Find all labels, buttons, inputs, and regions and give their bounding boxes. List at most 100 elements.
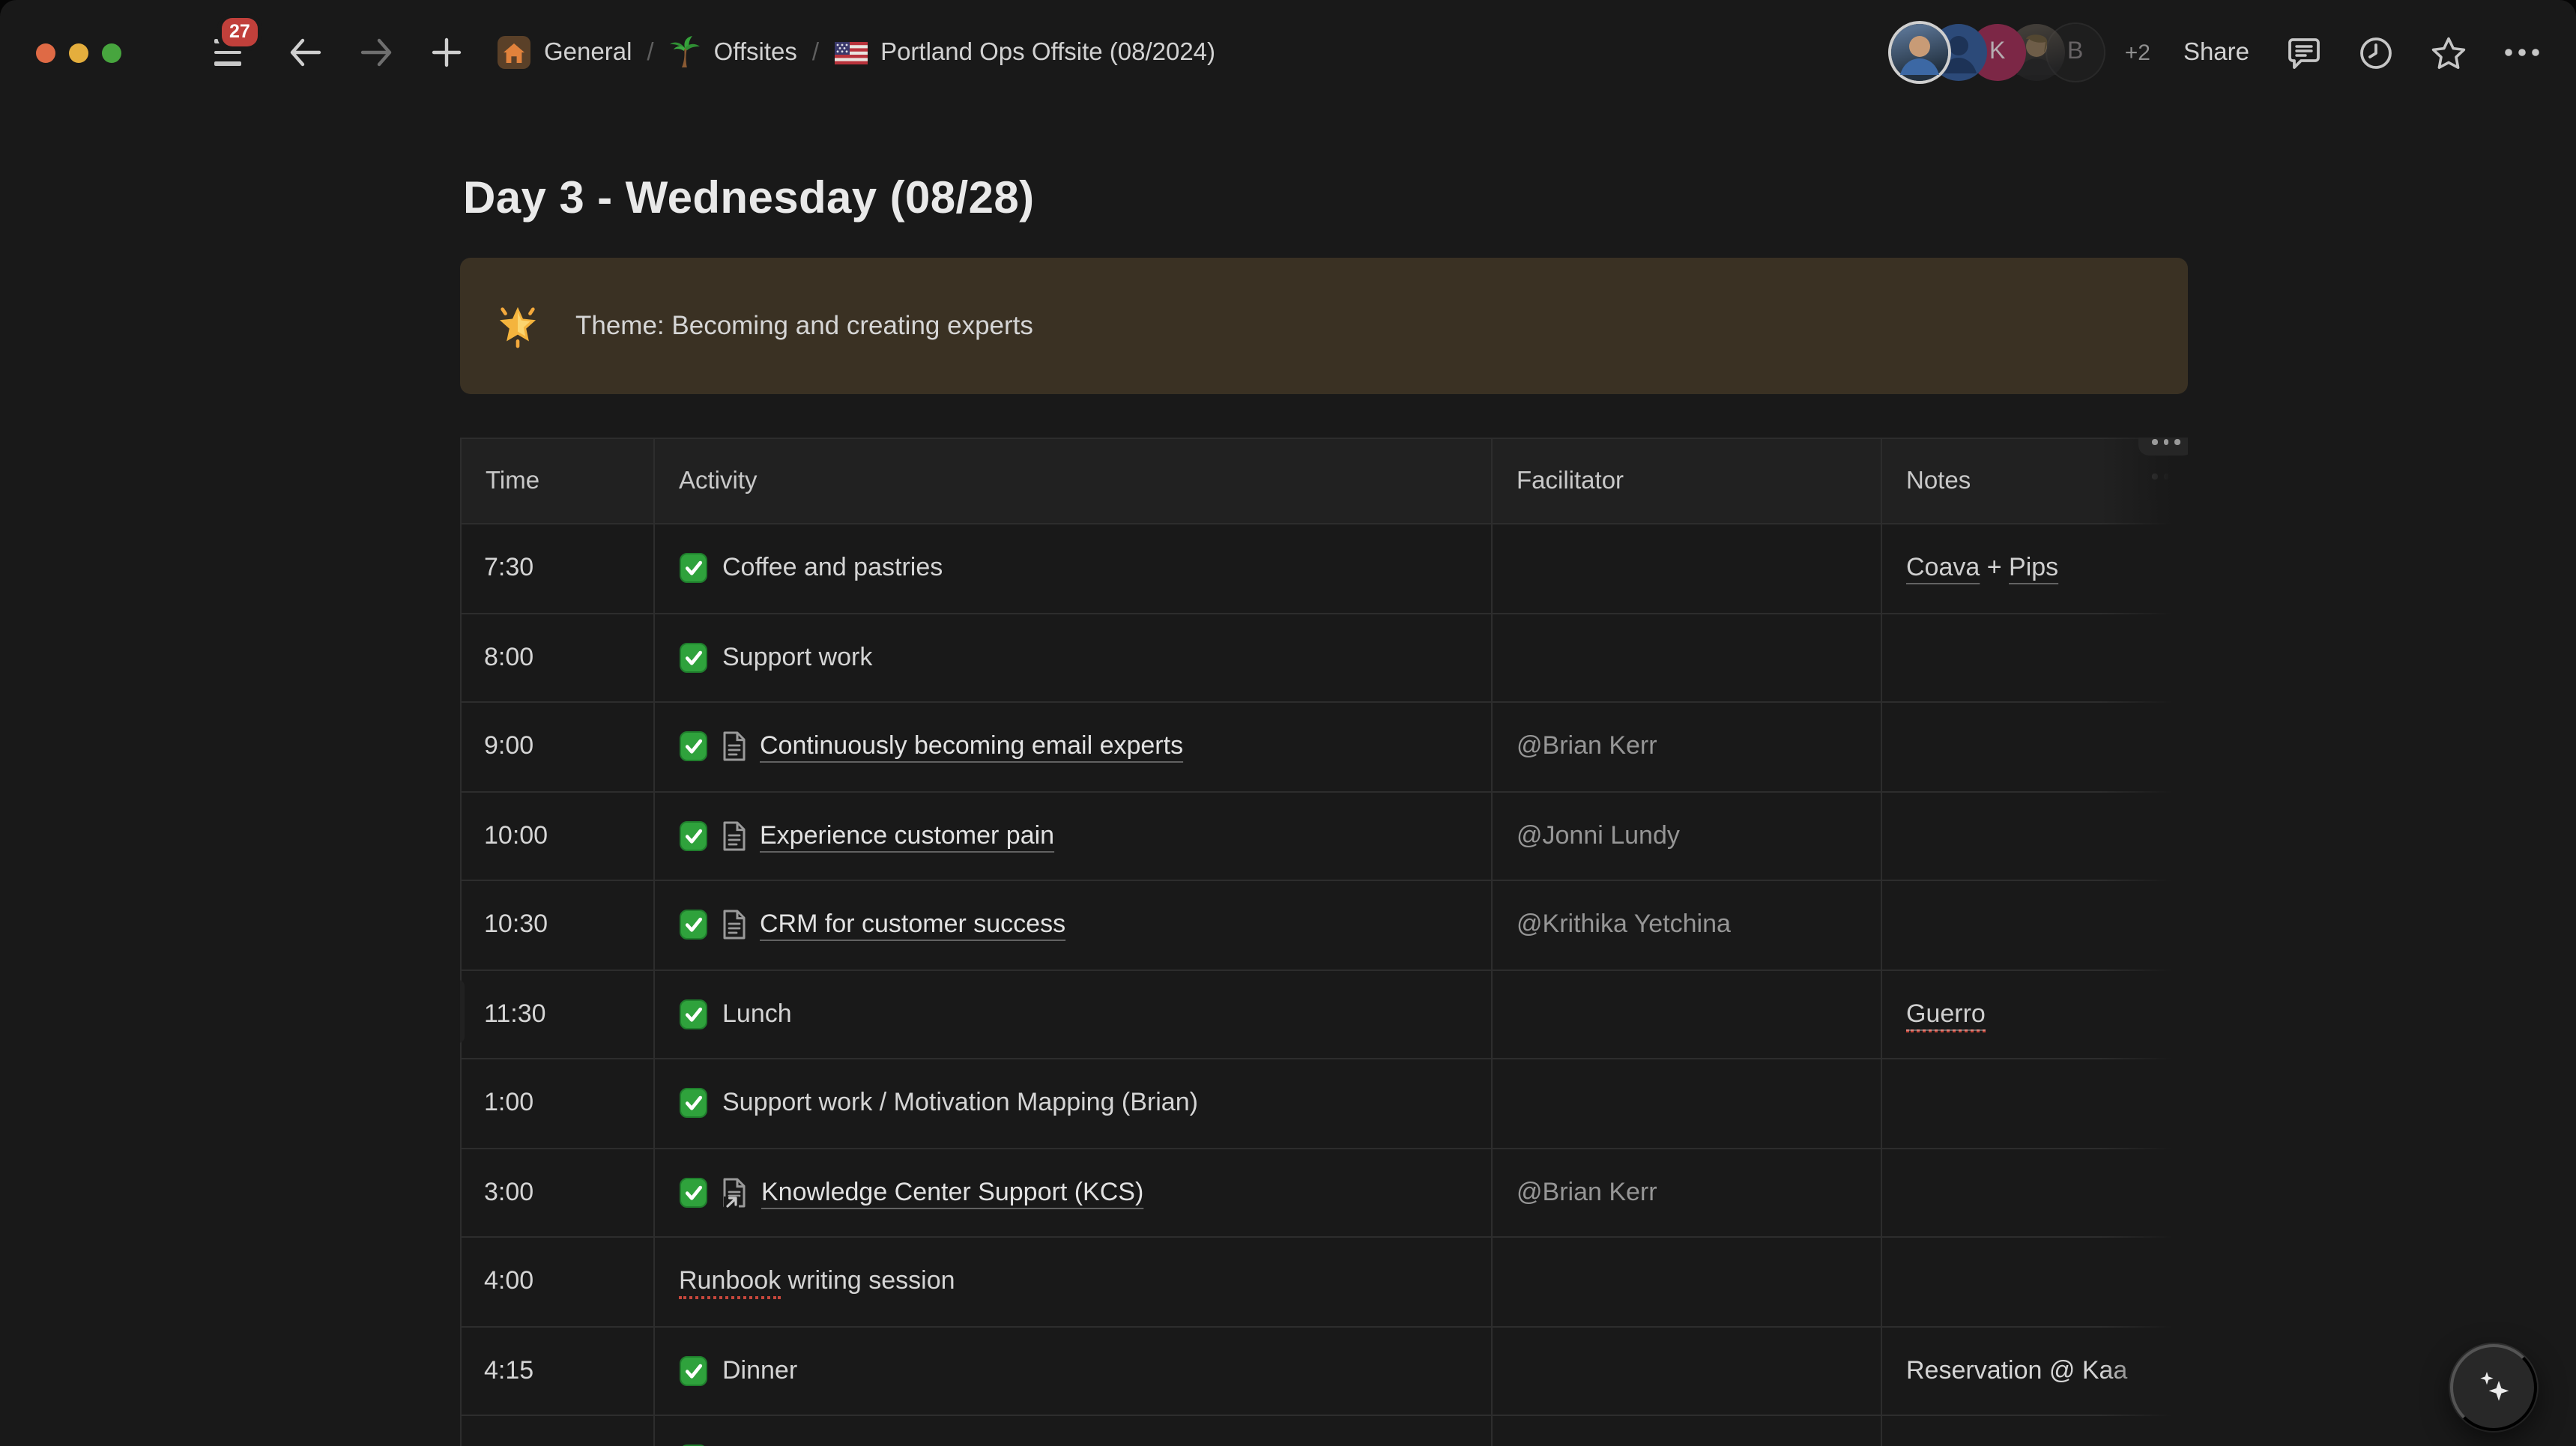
time-cell[interactable]: 1:00 xyxy=(461,1059,655,1149)
close-window-button[interactable] xyxy=(36,43,55,62)
person-mention[interactable]: @Brian Kerr xyxy=(1517,1177,1657,1206)
notes-link[interactable]: Coava xyxy=(1906,553,1980,582)
activity-cell[interactable]: Runbook writing session xyxy=(654,1237,1493,1327)
check-icon[interactable] xyxy=(679,999,709,1029)
notes-cell[interactable]: Reservation @ Kaa xyxy=(1881,1326,2188,1416)
home-icon xyxy=(498,36,530,69)
favorite-button[interactable] xyxy=(2431,35,2467,70)
check-icon[interactable] xyxy=(679,731,709,762)
facilitator-cell[interactable]: @Jonni Lundy xyxy=(1492,791,1882,881)
facilitator-cell[interactable] xyxy=(1492,1237,1882,1327)
facilitator-cell[interactable] xyxy=(1492,524,1882,614)
time-cell[interactable]: 4:15 xyxy=(461,1326,655,1416)
time-cell[interactable]: 7:00 xyxy=(461,1415,655,1446)
breadcrumb-separator: / xyxy=(647,38,654,65)
time-cell[interactable]: 7:30 xyxy=(461,524,655,614)
activity-cell[interactable]: Support work / Motivation Mapping (Brian… xyxy=(654,1059,1493,1149)
facilitator-cell[interactable] xyxy=(1492,969,1882,1059)
text-run: Coffee and pastries xyxy=(722,553,943,582)
person-mention[interactable]: @Jonni Lundy xyxy=(1517,820,1680,850)
viewer-avatars[interactable]: K B xyxy=(1890,24,2104,81)
time-cell[interactable]: 10:00 xyxy=(461,791,655,881)
breadcrumb-item-general[interactable]: General xyxy=(498,36,632,69)
activity-cell[interactable]: Experience customer pain xyxy=(654,791,1493,881)
time-cell[interactable]: 9:00 xyxy=(461,702,655,792)
facilitator-cell[interactable]: @Brian Kerr xyxy=(1492,702,1882,792)
page-link[interactable]: CRM for customer success xyxy=(760,910,1066,939)
activity-cell[interactable]: Knowledge Center Support (KCS) xyxy=(654,1148,1493,1238)
share-button[interactable]: Share xyxy=(2183,38,2249,65)
time-cell[interactable]: 11:30 xyxy=(461,969,655,1059)
page-link[interactable]: Knowledge Center Support (KCS) xyxy=(761,1177,1144,1206)
check-icon[interactable] xyxy=(679,642,709,673)
notes-cell[interactable] xyxy=(1881,880,2188,970)
more-viewers-count[interactable]: +2 xyxy=(2124,40,2150,65)
column-header-activity[interactable]: Activity xyxy=(654,438,1493,524)
notes-cell[interactable] xyxy=(1881,1237,2188,1327)
column-header-facilitator[interactable]: Facilitator xyxy=(1492,438,1882,524)
check-icon[interactable] xyxy=(679,910,709,940)
check-icon[interactable] xyxy=(679,553,709,584)
breadcrumb-item-current-page[interactable]: Portland Ops Offsite (08/2024) xyxy=(834,38,1215,67)
star-icon xyxy=(2431,36,2466,68)
time-cell[interactable]: 3:00 xyxy=(461,1148,655,1238)
table-options-grip-icon[interactable] xyxy=(2138,438,2188,456)
facilitator-cell[interactable]: @Brian Kerr xyxy=(1492,1148,1882,1238)
activity-text: Knowledge Center Support (KCS) xyxy=(761,1178,1143,1208)
notes-cell[interactable] xyxy=(1881,1148,2188,1238)
notes-cell[interactable]: Guerro xyxy=(1881,969,2188,1059)
time-cell[interactable]: 10:30 xyxy=(461,880,655,970)
activity-cell[interactable]: Lunch xyxy=(654,969,1493,1059)
ai-assistant-button[interactable] xyxy=(2450,1344,2537,1431)
notes-cell[interactable]: Coava + Pips xyxy=(1881,524,2188,614)
text-run: Reservation @ Ca xyxy=(1906,1445,2114,1446)
activity-cell[interactable]: Continuously becoming email experts xyxy=(654,702,1493,792)
notes-cell[interactable] xyxy=(1881,1059,2188,1149)
page-history-button[interactable] xyxy=(2359,35,2393,70)
notes-cell[interactable] xyxy=(1881,791,2188,881)
activity-cell[interactable]: Dinner xyxy=(654,1326,1493,1416)
back-button[interactable] xyxy=(288,37,322,67)
minimize-window-button[interactable] xyxy=(69,43,88,62)
check-icon[interactable] xyxy=(679,820,709,851)
facilitator-cell[interactable] xyxy=(1492,1059,1882,1149)
time-cell[interactable]: 4:00 xyxy=(461,1237,655,1327)
person-mention[interactable]: @Krithika Yetchina xyxy=(1517,910,1731,939)
facilitator-cell[interactable] xyxy=(1492,613,1882,703)
notes-cell[interactable]: Reservation @ Ca xyxy=(1881,1415,2188,1446)
page-link[interactable]: Continuously becoming email experts xyxy=(760,731,1184,760)
time-cell[interactable]: 8:00 xyxy=(461,613,655,703)
notes-cell[interactable] xyxy=(1881,702,2188,792)
more-options-button[interactable] xyxy=(2504,48,2540,57)
notes-link[interactable]: Pips xyxy=(2009,553,2059,582)
forward-button[interactable] xyxy=(360,37,394,67)
notes-link[interactable]: Guerro xyxy=(1906,999,1986,1032)
notes-cell[interactable] xyxy=(1881,613,2188,703)
facilitator-cell[interactable] xyxy=(1492,1326,1882,1416)
text-run: + xyxy=(1980,553,2010,582)
page-link[interactable]: Experience customer pain xyxy=(760,820,1055,850)
person-mention[interactable]: @Brian Kerr xyxy=(1517,731,1657,760)
check-icon[interactable] xyxy=(679,1088,709,1119)
activity-cell[interactable]: CRM for customer success xyxy=(654,880,1493,970)
zoom-window-button[interactable] xyxy=(102,43,121,62)
row-drag-handle[interactable] xyxy=(460,980,465,1043)
activity-cell[interactable]: Support work xyxy=(654,613,1493,703)
activity-cell[interactable]: Coffee and pastries xyxy=(654,524,1493,614)
activity-cell[interactable]: Sauna and cold plunge xyxy=(654,1415,1493,1446)
check-icon[interactable] xyxy=(679,1177,709,1208)
new-page-button[interactable] xyxy=(432,37,462,67)
comments-button[interactable] xyxy=(2287,35,2321,70)
column-header-time[interactable]: Time xyxy=(461,438,655,524)
facilitator-cell[interactable]: @Krithika Yetchina xyxy=(1492,880,1882,970)
table-row: 7:30 Coffee and pastries Coava + Pips xyxy=(461,524,2188,614)
theme-callout[interactable]: Theme: Becoming and creating experts xyxy=(460,258,2188,394)
facilitator-cell[interactable] xyxy=(1492,1415,1882,1446)
page-title[interactable]: Day 3 - Wednesday (08/28) xyxy=(463,174,1035,223)
check-icon[interactable] xyxy=(679,1355,709,1386)
activity-content: Coffee and pastries xyxy=(679,553,1479,584)
avatar[interactable] xyxy=(1890,24,1948,81)
breadcrumb-item-offsites[interactable]: Offsites xyxy=(669,36,797,69)
activity-content: Lunch xyxy=(679,999,1479,1029)
sidebar-toggle-button[interactable]: 27 xyxy=(205,18,258,75)
